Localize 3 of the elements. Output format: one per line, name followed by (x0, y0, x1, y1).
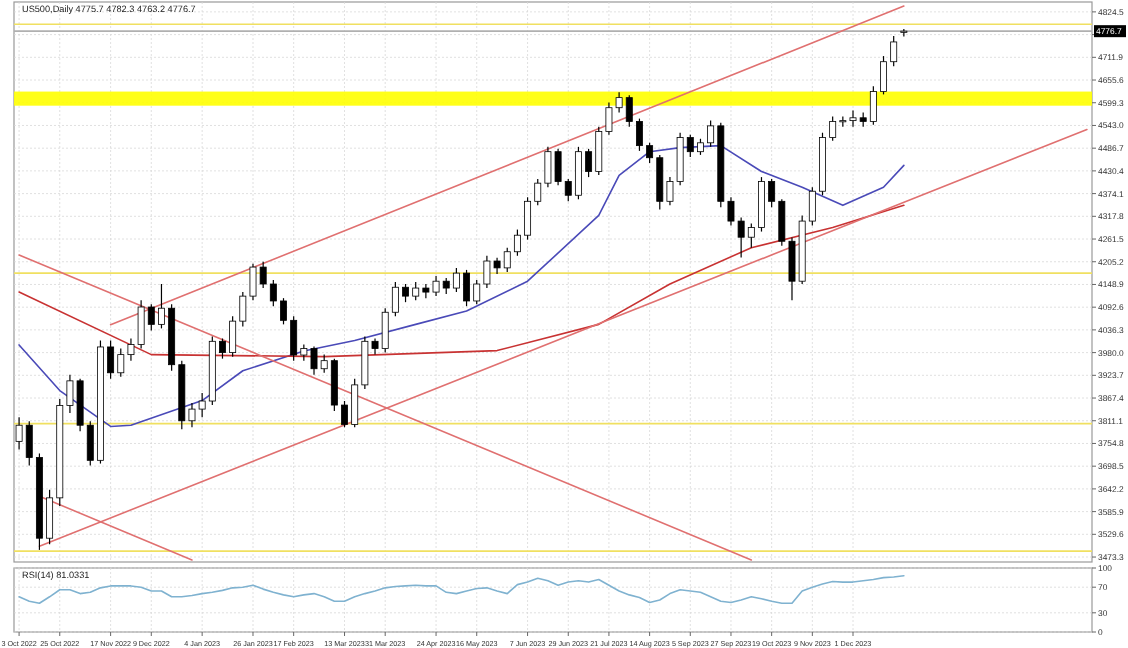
candlestick (900, 28, 908, 38)
line-series (18, 204, 905, 358)
line-series (18, 574, 905, 604)
